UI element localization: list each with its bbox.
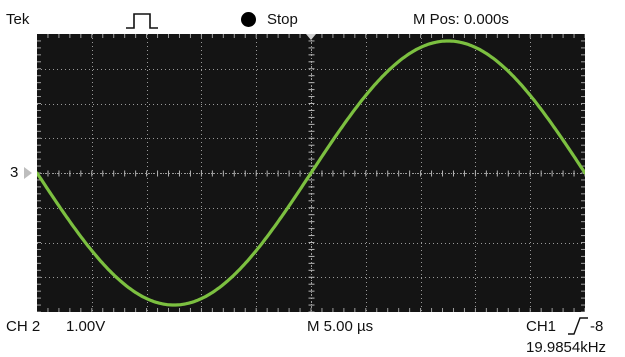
- stop-dot-icon: [241, 12, 256, 27]
- m-pos-readout: M Pos: 0.000s: [413, 11, 509, 28]
- channel-marker-label: 3: [10, 164, 19, 181]
- frequency-readout: 19.9854kHz: [526, 339, 607, 356]
- trigger-position-icon: [306, 34, 316, 40]
- arrow-right-icon: [24, 167, 32, 179]
- pulse-icon: [126, 13, 158, 29]
- waveform-screen: [37, 34, 585, 312]
- ch2-scale-readout: 1.00V: [66, 318, 106, 335]
- graticule-edge-ticks: [37, 34, 585, 312]
- trigger-level-readout: -8: [590, 318, 604, 335]
- brand-label: Tek: [6, 11, 30, 28]
- timebase-readout: M 5.00 µs: [307, 318, 374, 335]
- trigger-source-label: CH1: [526, 318, 557, 335]
- ch2-label: CH 2: [6, 318, 41, 335]
- rising-edge-icon: [568, 317, 588, 335]
- waveform-trace: [37, 39, 585, 307]
- run-state-label: Stop: [267, 11, 298, 28]
